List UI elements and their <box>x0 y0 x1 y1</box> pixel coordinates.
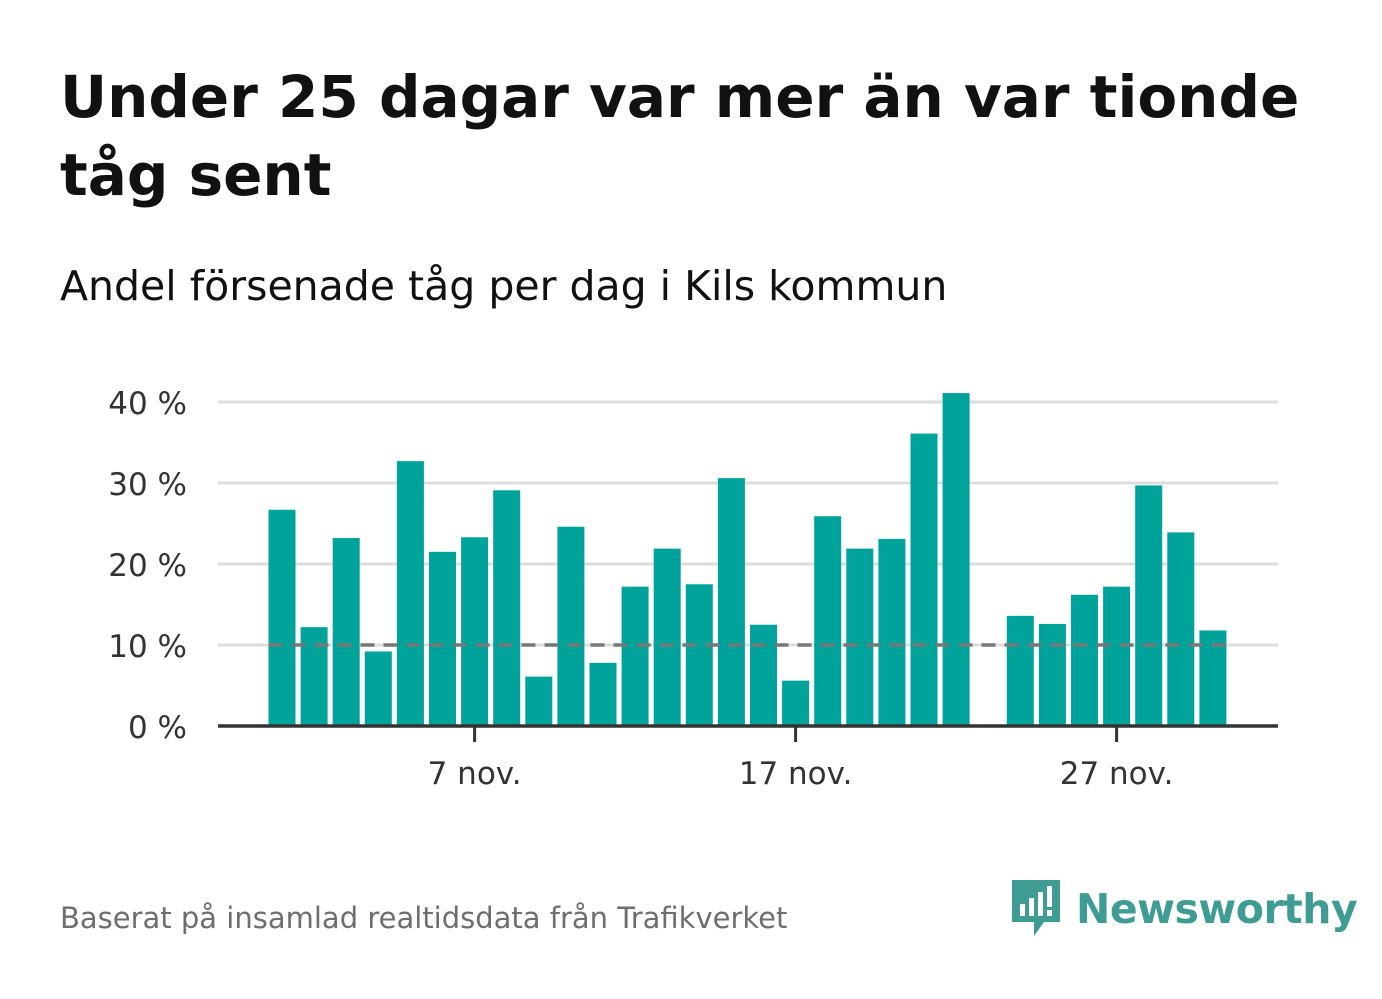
x-axis <box>218 724 1278 742</box>
bar <box>461 537 489 726</box>
bar <box>942 393 970 726</box>
bar <box>846 548 874 726</box>
bar <box>685 584 713 726</box>
bar <box>750 624 777 726</box>
chart-subtitle: Andel försenade tåg per dag i Kils kommu… <box>60 262 948 310</box>
bar <box>782 680 810 726</box>
bar <box>1167 532 1195 726</box>
x-tick-label: 7 nov. <box>428 756 522 792</box>
bar <box>589 662 617 726</box>
bar <box>1103 586 1131 726</box>
y-tick-label: 30 % <box>108 467 187 503</box>
bar <box>429 551 456 726</box>
bar <box>332 538 360 726</box>
bar <box>300 627 328 726</box>
bar-chart: 0 % 10 % 20 % 30 % 40 % 7 nov. 17 nov. 27 nov. <box>108 386 1278 792</box>
bar <box>910 433 938 726</box>
bar <box>717 478 745 726</box>
bar <box>493 490 521 726</box>
chart-title: Under 25 dagar var mer än var tionde tåg… <box>60 63 1300 209</box>
y-tick-label: 10 % <box>108 629 187 665</box>
bar <box>268 509 296 726</box>
x-tick-label: 17 nov. <box>739 756 853 792</box>
y-tick-label: 20 % <box>108 548 187 584</box>
newsworthy-logo-icon <box>1012 880 1060 936</box>
bars <box>268 393 1227 726</box>
bar <box>814 516 842 726</box>
y-tick-label: 0 % <box>128 710 187 746</box>
bar <box>653 548 681 726</box>
bar <box>364 651 392 726</box>
x-axis-tick-labels: 7 nov. 17 nov. 27 nov. <box>428 756 1174 792</box>
bar <box>396 461 424 726</box>
bar <box>878 538 906 726</box>
x-tick-label: 27 nov. <box>1060 756 1174 792</box>
y-tick-label: 40 % <box>108 386 187 422</box>
bar <box>557 526 585 726</box>
bar <box>1135 485 1163 726</box>
bar <box>525 676 553 726</box>
brand-logo: Newsworthy <box>1010 878 1358 940</box>
y-axis-tick-labels: 0 % 10 % 20 % 30 % 40 % <box>108 386 187 746</box>
bar <box>1038 623 1066 726</box>
bar <box>621 586 649 726</box>
source-note: Baserat på insamlad realtidsdata från Tr… <box>60 901 788 935</box>
bar <box>1071 594 1098 726</box>
bar <box>1006 615 1034 726</box>
brand-name: Newsworthy <box>1076 885 1358 933</box>
